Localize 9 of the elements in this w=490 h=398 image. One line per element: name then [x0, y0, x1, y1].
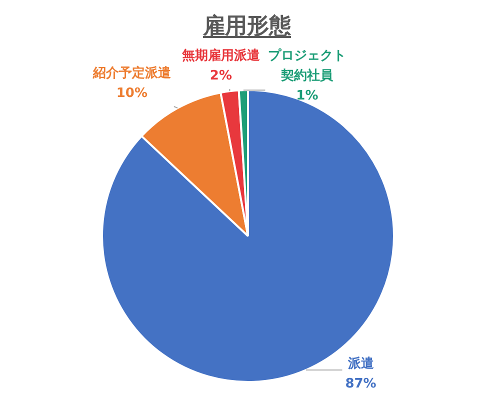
data-label: 2% — [210, 68, 232, 84]
slice-label: 紹介予定派遣 — [92, 64, 172, 81]
data-label: 87% — [345, 376, 376, 392]
slice-label: 無期雇用派遣 — [180, 47, 261, 64]
slice-label: プロジェクト契約社員 — [268, 47, 346, 84]
data-label: 10% — [116, 86, 148, 101]
chart-title: 雇用形態 — [202, 13, 292, 39]
data-label: 1% — [296, 88, 318, 104]
slice-label: 派遣 — [346, 355, 375, 372]
